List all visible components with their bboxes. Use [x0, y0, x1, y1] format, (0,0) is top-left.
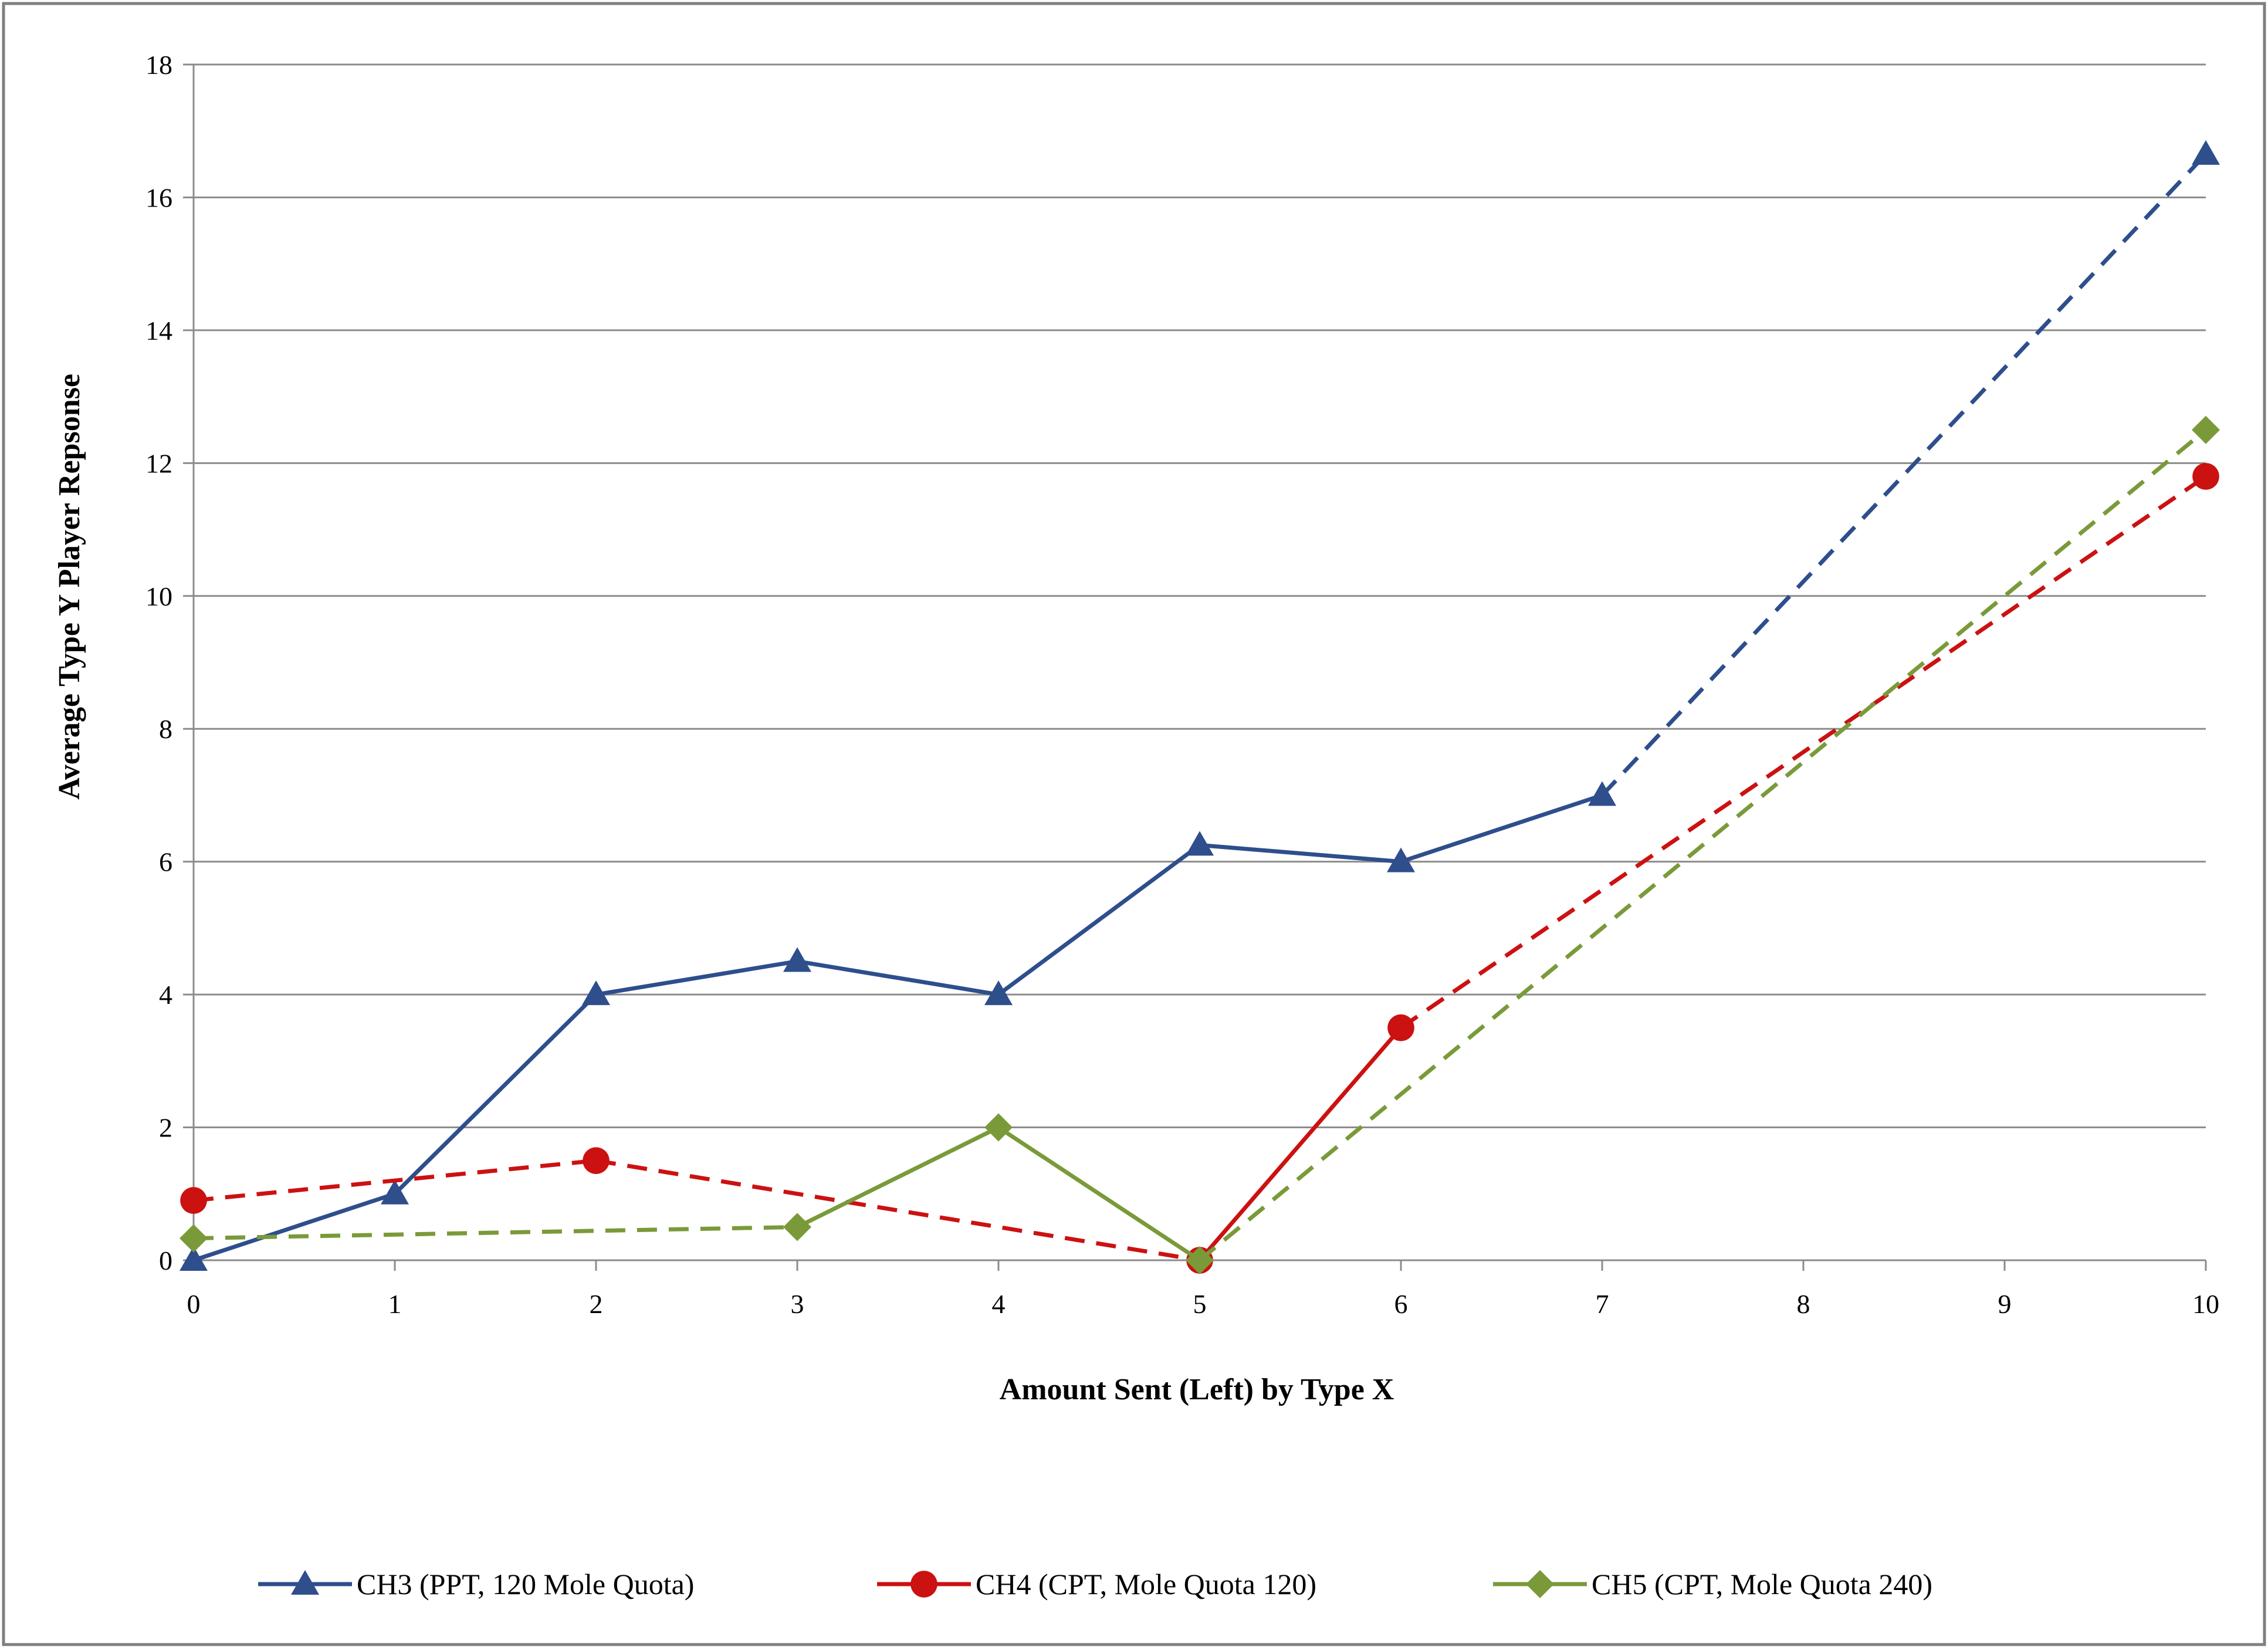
series-3-segment [193, 1224, 798, 1241]
series-2-point [180, 1187, 207, 1214]
y-tick-label: 0 [159, 1246, 172, 1276]
series-1-point [582, 980, 610, 1006]
y-tick-label: 4 [159, 980, 172, 1010]
series-1-point [381, 1179, 409, 1205]
y-tick-label: 8 [159, 714, 172, 744]
series-3-segment [997, 1125, 1201, 1262]
series-1-segment [997, 843, 1201, 996]
series-1-point [984, 980, 1013, 1006]
series-2-point [1387, 1014, 1414, 1041]
x-tick-label: 9 [1998, 1289, 2012, 1319]
legend: CH3 (PPT, 120 Mole Quota) CH4 (CPT, Mole … [258, 1568, 1932, 1601]
series-1-point [1186, 831, 1214, 856]
x-tick-label: 10 [2192, 1289, 2219, 1319]
x-tick-label: 0 [187, 1289, 201, 1319]
series-2-segment [1400, 475, 2207, 1030]
series-1-segment [797, 959, 999, 997]
grid-lines [194, 63, 2206, 1129]
y-tick-label: 10 [145, 581, 172, 611]
series-layer [180, 140, 2220, 1274]
series-1-point [783, 947, 811, 972]
y-tick-label: 14 [145, 316, 172, 346]
y-tick-label: 2 [159, 1113, 172, 1143]
series-1-segment [192, 1192, 396, 1263]
legend-marker-1 [291, 1570, 319, 1595]
y-axis-title: Average Type Y Player Repsonse [53, 374, 86, 800]
series-1-segment [595, 959, 798, 997]
x-tick-label: 4 [992, 1289, 1006, 1319]
x-tick-label: 5 [1193, 1289, 1207, 1319]
x-tick-label: 2 [590, 1289, 603, 1319]
y-tick-label: 6 [159, 847, 172, 877]
y-tick-label: 18 [145, 50, 172, 80]
legend-marker-2 [910, 1571, 937, 1598]
legend-marker-3 [1526, 1570, 1554, 1598]
legend-label: CH5 (CPT, Mole Quota 240) [1592, 1568, 1932, 1601]
series-1-segment [1199, 843, 1402, 864]
series-3-point [783, 1213, 811, 1241]
series-3-point [180, 1224, 208, 1253]
series-1-segment [393, 993, 598, 1196]
series-1-point [1588, 781, 1616, 806]
series-2-segment [595, 1158, 1200, 1263]
series-3-segment [796, 1125, 1000, 1229]
y-tick-label: 12 [145, 448, 172, 478]
x-tick-label: 3 [791, 1289, 804, 1319]
series-3-point [984, 1113, 1013, 1142]
x-axis-title: Amount Sent (Left) by Type X [1000, 1373, 1394, 1406]
series-1-point [180, 1246, 208, 1271]
x-tick-label: 1 [388, 1289, 402, 1319]
series-2-segment [1198, 1026, 1403, 1262]
x-tick-label: 6 [1394, 1289, 1408, 1319]
series-1 [180, 140, 2220, 1271]
series-1-point [1387, 847, 1415, 872]
legend-label: CH4 (CPT, Mole Quota 120) [976, 1568, 1316, 1601]
series-2-point [2192, 463, 2219, 490]
x-tick-label: 8 [1797, 1289, 1810, 1319]
series-2-point [583, 1147, 610, 1174]
series-3-point [1186, 1246, 1214, 1274]
series-2-segment [193, 1158, 597, 1203]
series-3-segment [1198, 428, 2208, 1262]
series-1-segment [1600, 153, 2208, 797]
series-1-segment [1400, 793, 1603, 864]
series-3-point [2192, 415, 2220, 444]
legend-label: CH3 (PPT, 120 Mole Quota) [357, 1568, 694, 1601]
series-1-point [2192, 140, 2220, 165]
x-tick-label: 7 [1596, 1289, 1609, 1319]
y-tick-label: 16 [145, 182, 172, 212]
series-3 [180, 415, 2220, 1274]
